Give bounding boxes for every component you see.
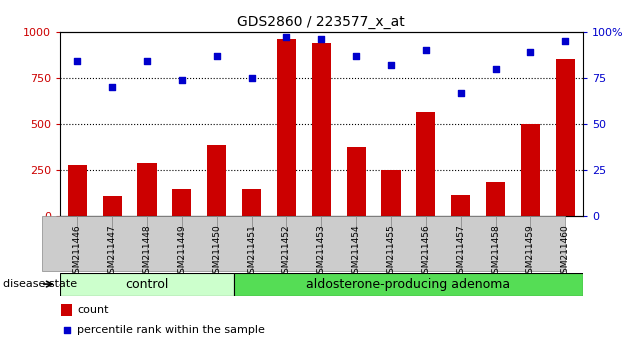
Point (386, 62, 396, 68)
Point (316, 36, 326, 42)
FancyBboxPatch shape (234, 273, 583, 296)
FancyBboxPatch shape (321, 216, 356, 271)
Point (560, 38, 570, 44)
Text: GSM211448: GSM211448 (142, 224, 151, 279)
Point (72, 58, 83, 64)
Point (177, 77, 187, 82)
Point (212, 53, 222, 59)
Bar (207, 145, 226, 216)
Text: GSM211450: GSM211450 (212, 224, 221, 279)
FancyBboxPatch shape (217, 216, 251, 271)
FancyBboxPatch shape (356, 216, 391, 271)
Point (246, 75, 256, 81)
FancyBboxPatch shape (182, 216, 217, 271)
Bar (312, 43, 331, 216)
FancyBboxPatch shape (42, 216, 77, 271)
Bar (556, 59, 575, 216)
Bar (103, 196, 122, 216)
FancyBboxPatch shape (147, 216, 182, 271)
Text: disease state: disease state (3, 279, 77, 289)
FancyBboxPatch shape (496, 216, 530, 271)
Text: GSM211459: GSM211459 (526, 224, 535, 279)
Point (455, 90, 466, 96)
Bar (242, 189, 261, 216)
Point (351, 53, 361, 59)
Bar (381, 170, 401, 216)
Text: GSM211449: GSM211449 (178, 224, 186, 279)
Text: GSM211447: GSM211447 (108, 224, 117, 279)
FancyBboxPatch shape (251, 216, 287, 271)
FancyBboxPatch shape (60, 273, 234, 296)
Bar (486, 182, 505, 216)
Point (491, 66, 501, 72)
Bar (67, 165, 87, 216)
FancyBboxPatch shape (461, 216, 496, 271)
Point (142, 58, 152, 64)
Text: aldosterone-producing adenoma: aldosterone-producing adenoma (306, 278, 510, 291)
Text: count: count (77, 305, 108, 315)
Bar (172, 189, 192, 216)
Bar (521, 124, 540, 216)
Text: GSM211446: GSM211446 (73, 224, 82, 279)
Bar (61, 304, 72, 316)
Bar (277, 39, 296, 216)
Bar (416, 112, 435, 216)
FancyBboxPatch shape (77, 216, 112, 271)
Bar (451, 195, 471, 216)
Text: GSM211460: GSM211460 (561, 224, 570, 279)
FancyBboxPatch shape (287, 216, 321, 271)
Bar (137, 162, 157, 216)
Point (421, 47, 431, 53)
Text: GSM211453: GSM211453 (317, 224, 326, 279)
Point (107, 84, 117, 90)
Text: GSM211458: GSM211458 (491, 224, 500, 279)
Text: GSM211452: GSM211452 (282, 224, 291, 279)
Point (525, 49, 536, 55)
Point (62, 328, 72, 333)
FancyBboxPatch shape (112, 216, 147, 271)
Text: GSM211457: GSM211457 (456, 224, 465, 279)
Text: GSM211454: GSM211454 (352, 224, 360, 279)
FancyBboxPatch shape (391, 216, 426, 271)
Text: control: control (125, 278, 169, 291)
Text: percentile rank within the sample: percentile rank within the sample (77, 325, 265, 336)
Title: GDS2860 / 223577_x_at: GDS2860 / 223577_x_at (238, 16, 405, 29)
Text: GSM211456: GSM211456 (421, 224, 430, 279)
FancyBboxPatch shape (426, 216, 461, 271)
Text: GSM211455: GSM211455 (387, 224, 396, 279)
FancyBboxPatch shape (530, 216, 565, 271)
Point (282, 35, 292, 40)
Bar (346, 147, 366, 216)
Text: GSM211451: GSM211451 (247, 224, 256, 279)
